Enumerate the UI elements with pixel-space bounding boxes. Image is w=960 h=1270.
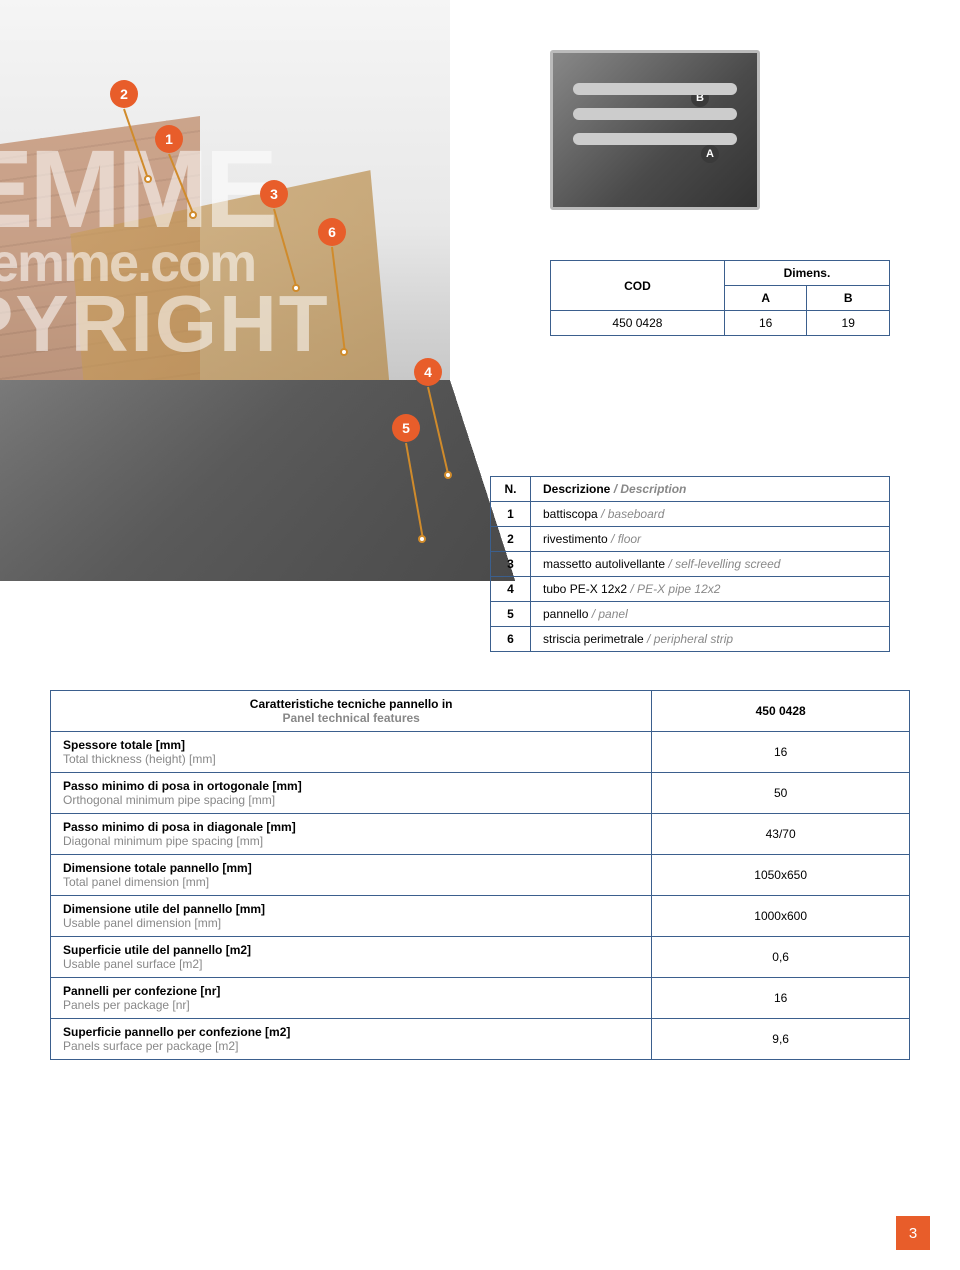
callout-3: 3 <box>260 180 288 208</box>
desc-text: pannello / panel <box>531 602 890 627</box>
desc-row: 5pannello / panel <box>491 602 890 627</box>
feat-value: 9,6 <box>652 1019 910 1060</box>
feat-label: Passo minimo di posa in diagonale [mm]Di… <box>51 814 652 855</box>
features-header-en: Panel technical features <box>282 711 419 725</box>
right-tables: COD Dimens. A B 450 04281619 N. Descrizi… <box>490 260 890 652</box>
desc-n: 1 <box>491 502 531 527</box>
desc-header-it: Descrizione <box>543 482 610 496</box>
dimensions-table: COD Dimens. A B 450 04281619 <box>550 260 890 336</box>
callout-2: 2 <box>110 80 138 108</box>
feat-label: Superficie utile del pannello [m2]Usable… <box>51 937 652 978</box>
feat-row: Spessore totale [mm]Total thickness (hei… <box>51 732 910 773</box>
feat-label: Dimensione utile del pannello [mm]Usable… <box>51 896 652 937</box>
desc-n: 4 <box>491 577 531 602</box>
feat-value: 43/70 <box>652 814 910 855</box>
detail-image: BA <box>550 50 760 210</box>
feat-row: Dimensione totale pannello [mm]Total pan… <box>51 855 910 896</box>
col-a-header: A <box>724 286 807 311</box>
feat-row: Passo minimo di posa in diagonale [mm]Di… <box>51 814 910 855</box>
desc-n: 5 <box>491 602 531 627</box>
col-b-header: B <box>807 286 890 311</box>
page-number: 3 <box>896 1216 930 1250</box>
top-section: EMME tiemme.com PYRIGHT 123456 BA COD Di… <box>0 0 960 560</box>
desc-n: 2 <box>491 527 531 552</box>
feat-label: Passo minimo di posa in ortogonale [mm]O… <box>51 773 652 814</box>
desc-row: 2rivestimento / floor <box>491 527 890 552</box>
dim-b: 19 <box>807 311 890 336</box>
desc-row: 1battiscopa / baseboard <box>491 502 890 527</box>
feat-value: 0,6 <box>652 937 910 978</box>
n-header: N. <box>491 477 531 502</box>
desc-text: battiscopa / baseboard <box>531 502 890 527</box>
features-header-code: 450 0428 <box>652 691 910 732</box>
desc-text: tubo PE-X 12x2 / PE-X pipe 12x2 <box>531 577 890 602</box>
feat-row: Passo minimo di posa in ortogonale [mm]O… <box>51 773 910 814</box>
feat-row: Pannelli per confezione [nr]Panels per p… <box>51 978 910 1019</box>
callout-1: 1 <box>155 125 183 153</box>
dim-row: 450 04281619 <box>551 311 890 336</box>
feat-row: Dimensione utile del pannello [mm]Usable… <box>51 896 910 937</box>
cod-header: COD <box>551 261 725 311</box>
dimens-header: Dimens. <box>724 261 889 286</box>
features-header-label: Caratteristiche tecniche pannello in Pan… <box>51 691 652 732</box>
detail-marker-B: B <box>691 89 709 107</box>
feat-row: Superficie utile del pannello [m2]Usable… <box>51 937 910 978</box>
desc-n: 6 <box>491 627 531 652</box>
detail-marker-A: A <box>701 145 719 163</box>
callout-dot-4 <box>444 471 452 479</box>
desc-header: Descrizione / Description <box>531 477 890 502</box>
feat-row: Superficie pannello per confezione [m2]P… <box>51 1019 910 1060</box>
feat-value: 1050x650 <box>652 855 910 896</box>
feat-value: 1000x600 <box>652 896 910 937</box>
feat-value: 16 <box>652 732 910 773</box>
callout-dot-2 <box>144 175 152 183</box>
feat-label: Superficie pannello per confezione [m2]P… <box>51 1019 652 1060</box>
dim-a: 16 <box>724 311 807 336</box>
feat-label: Dimensione totale pannello [mm]Total pan… <box>51 855 652 896</box>
features-header-it: Caratteristiche tecniche pannello in <box>250 697 453 711</box>
feat-label: Pannelli per confezione [nr]Panels per p… <box>51 978 652 1019</box>
feat-value: 50 <box>652 773 910 814</box>
panel-floor-graphic <box>0 380 515 581</box>
desc-text: rivestimento / floor <box>531 527 890 552</box>
desc-row: 4tubo PE-X 12x2 / PE-X pipe 12x2 <box>491 577 890 602</box>
feat-value: 16 <box>652 978 910 1019</box>
desc-n: 3 <box>491 552 531 577</box>
description-table: N. Descrizione / Description 1battiscopa… <box>490 476 890 652</box>
features-section: Caratteristiche tecniche pannello in Pan… <box>50 690 910 1060</box>
desc-text: striscia perimetrale / peripheral strip <box>531 627 890 652</box>
dim-cod: 450 0428 <box>551 311 725 336</box>
callout-6: 6 <box>318 218 346 246</box>
diagram-area: EMME tiemme.com PYRIGHT 123456 <box>0 0 450 560</box>
features-table: Caratteristiche tecniche pannello in Pan… <box>50 690 910 1060</box>
feat-label: Spessore totale [mm]Total thickness (hei… <box>51 732 652 773</box>
callout-5: 5 <box>392 414 420 442</box>
callout-4: 4 <box>414 358 442 386</box>
desc-row: 3massetto autolivellante / self-levellin… <box>491 552 890 577</box>
desc-text: massetto autolivellante / self-levelling… <box>531 552 890 577</box>
callout-dot-3 <box>292 284 300 292</box>
desc-header-en: Description <box>620 482 686 496</box>
desc-row: 6striscia perimetrale / peripheral strip <box>491 627 890 652</box>
